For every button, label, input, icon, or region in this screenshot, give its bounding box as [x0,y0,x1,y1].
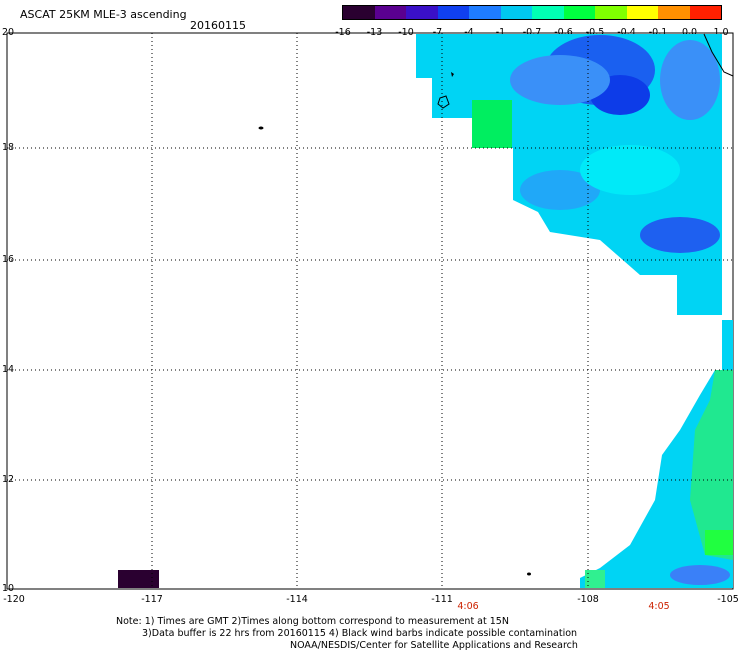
latitude-label: 18 [2,142,15,153]
pass-time-label: 4:06 [457,601,479,612]
coastline [703,33,734,77]
color-scale-bar [342,5,722,20]
latitude-label: 12 [2,474,15,485]
color-scale-segment [343,6,375,19]
color-scale-segment [469,6,501,19]
longitude-label: -120 [3,594,25,605]
latitude-label: 10 [2,583,15,594]
gridlines [7,33,733,589]
color-scale-segment [626,6,658,19]
note-line-2: 3)Data buffer is 22 hrs from 20160115 4)… [142,628,578,639]
color-scale-segment [500,6,532,19]
green-patch [472,100,512,148]
color-scale-segment [689,6,721,19]
longitude-label: -117 [141,594,163,605]
color-scale-segment [437,6,469,19]
plot-frame [6,32,734,590]
map-date: 20160115 [190,19,246,32]
color-scale-segment [406,6,438,19]
island-outline [258,126,264,130]
latitude-label: 20 [2,27,15,38]
color-scale-segment [658,6,690,19]
longitude-label: -108 [577,594,599,605]
latitude-label: 16 [2,254,15,265]
latitude-label: 14 [2,364,15,375]
pass-time-label: 4:05 [648,601,670,612]
longitude-label: -105 [717,594,739,605]
note-line-3: NOAA/NESDIS/Center for Satellite Applica… [290,640,578,651]
color-scale-segment [563,6,595,19]
island-outline [437,95,450,109]
flagged-cell [118,570,159,588]
map-title: ASCAT 25KM MLE-3 ascending [20,8,187,21]
longitude-label: -114 [286,594,308,605]
longitude-label: -111 [431,594,453,605]
color-scale-segment [595,6,627,19]
swath-south [580,320,733,588]
color-scale-segment [532,6,564,19]
island-outline [451,72,454,77]
swath-north [416,34,722,315]
island-outline [527,572,531,576]
note-line-1: Note: 1) Times are GMT 2)Times along bot… [116,616,509,627]
color-scale-segment [374,6,406,19]
